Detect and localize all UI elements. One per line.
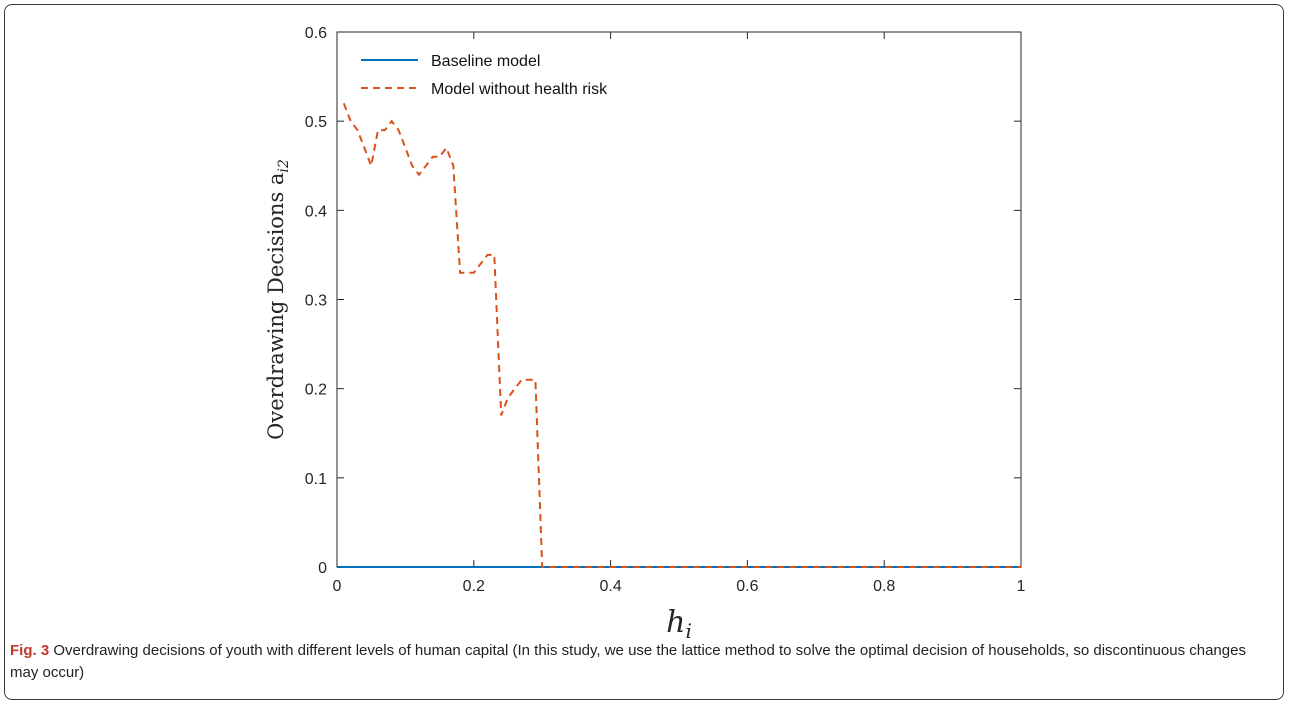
axes-box: [336, 31, 1022, 568]
figure-frame: [4, 4, 1284, 700]
x-axis-label: hi: [666, 605, 692, 643]
x-tick-label: 0.8: [873, 578, 895, 595]
series-line-2: [342, 102, 1021, 568]
x-tick-label: 0.2: [463, 578, 485, 595]
y-axis-label: Overdrawing Decisions ai2: [264, 159, 292, 440]
x-tick-label: 0.4: [599, 578, 621, 595]
y-tick-label: 0.4: [305, 203, 327, 220]
legend-label-2: Model without health risk: [431, 81, 608, 98]
legend: Baseline model Model without health risk: [361, 53, 608, 98]
x-tick-label: 1: [1017, 578, 1026, 595]
y-tick-label: 0: [318, 560, 327, 577]
y-tick-label: 0.2: [305, 382, 327, 399]
y-tick-label: 0.1: [305, 471, 327, 488]
series-layer: [337, 102, 1021, 568]
x-tick-label: 0: [333, 578, 342, 595]
figure-caption: Fig. 3 Overdrawing decisions of youth wi…: [10, 640, 1275, 684]
ticks: 0 0.2 0.4 0.6 0.8 1 0 0.1 0.2 0.3 0.4 0.5 0.6: [305, 25, 1026, 595]
y-tick-label: 0.5: [305, 114, 327, 131]
figure-number: Fig. 3: [10, 642, 50, 659]
x-tick-label: 0.6: [736, 578, 758, 595]
plot-area: [336, 31, 1022, 568]
y-tick-label: 0.6: [305, 25, 327, 42]
y-tick-label: 0.3: [305, 293, 327, 310]
legend-label-1: Baseline model: [431, 53, 540, 70]
caption-text: Overdrawing decisions of youth with diff…: [10, 642, 1246, 681]
